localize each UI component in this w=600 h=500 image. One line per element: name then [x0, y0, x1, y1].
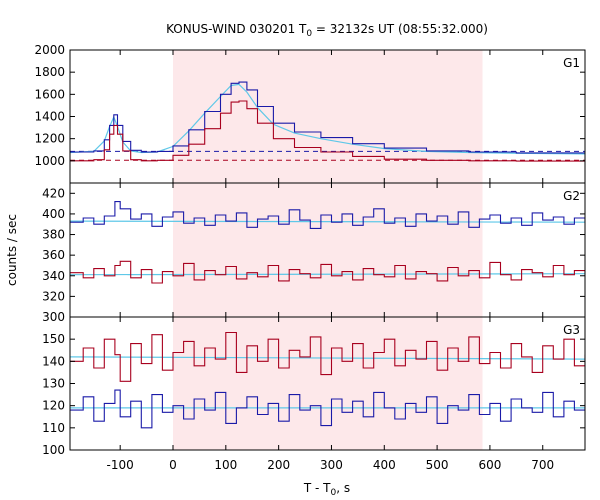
- x-tick-label: 400: [373, 458, 396, 472]
- series-red-g2: [70, 260, 585, 284]
- x-axis-label: T - T0, s: [303, 481, 350, 498]
- x-tick-label: 100: [214, 458, 237, 472]
- highlight-interval: [173, 50, 483, 450]
- y-tick-label: 320: [42, 289, 65, 303]
- y-tick-label: 340: [42, 269, 65, 283]
- series-blue-g1: [70, 81, 585, 154]
- y-tick-label: 110: [42, 421, 65, 435]
- y-tick-label: 150: [42, 332, 65, 346]
- x-axis-label-subscript: 0: [331, 488, 337, 498]
- x-tick-label: 700: [531, 458, 554, 472]
- x-tick-label: 500: [426, 458, 449, 472]
- y-tick-label: 400: [42, 207, 65, 221]
- series-cyan-g2: [70, 220, 585, 223]
- x-tick-label: -100: [107, 458, 134, 472]
- chart-title-rest: = 32132s UT (08:55:32.000): [312, 22, 488, 36]
- y-tick-label: 120: [42, 399, 65, 413]
- y-tick-label: 300: [42, 310, 65, 324]
- panel-label-g1: G1: [563, 56, 580, 70]
- y-tick-label: 1400: [34, 110, 65, 124]
- y-tick-label: 1800: [34, 65, 65, 79]
- y-tick-label: 420: [42, 186, 65, 200]
- x-axis-label-rest: , s: [336, 481, 350, 495]
- x-tick-label: 200: [267, 458, 290, 472]
- y-tick-label: 130: [42, 377, 65, 391]
- chart-title: KONUS-WIND 030201 T0 = 32132s UT (08:55:…: [166, 22, 488, 39]
- series-red-g1: [70, 100, 585, 162]
- x-tick-label: 600: [478, 458, 501, 472]
- panel-g1-series: [70, 81, 585, 162]
- y-tick-label: 140: [42, 354, 65, 368]
- y-tick-label: 100: [42, 443, 65, 457]
- y-tick-label: 360: [42, 248, 65, 262]
- y-tick-label: 1000: [34, 154, 65, 168]
- y-tick-label: 1600: [34, 87, 65, 101]
- x-axis-label-main: T - T: [303, 481, 331, 495]
- series-cyan-g3: [70, 356, 585, 360]
- series-blue-g3: [70, 389, 585, 429]
- series-cyan-g2: [70, 273, 585, 276]
- panel-g3-series: [70, 331, 585, 429]
- y-tick-label: 1200: [34, 132, 65, 146]
- panel-label-g3: G3: [563, 323, 580, 337]
- y-tick-label: 380: [42, 228, 65, 242]
- y-tick-label: 2000: [34, 43, 65, 57]
- series-blue-g2: [70, 201, 585, 229]
- chart-title-main: KONUS-WIND 030201 T: [166, 22, 307, 36]
- x-tick-label: 300: [320, 458, 343, 472]
- x-tick-label: 0: [169, 458, 177, 472]
- chart-title-subscript: 0: [306, 29, 312, 39]
- series-red-g3: [70, 331, 585, 382]
- plot-area: 100012001400160018002000G130032034036038…: [34, 43, 586, 472]
- panel-g2-series: [70, 201, 585, 284]
- y-axis-label: counts / sec: [5, 214, 19, 286]
- panel-label-g2: G2: [563, 189, 580, 203]
